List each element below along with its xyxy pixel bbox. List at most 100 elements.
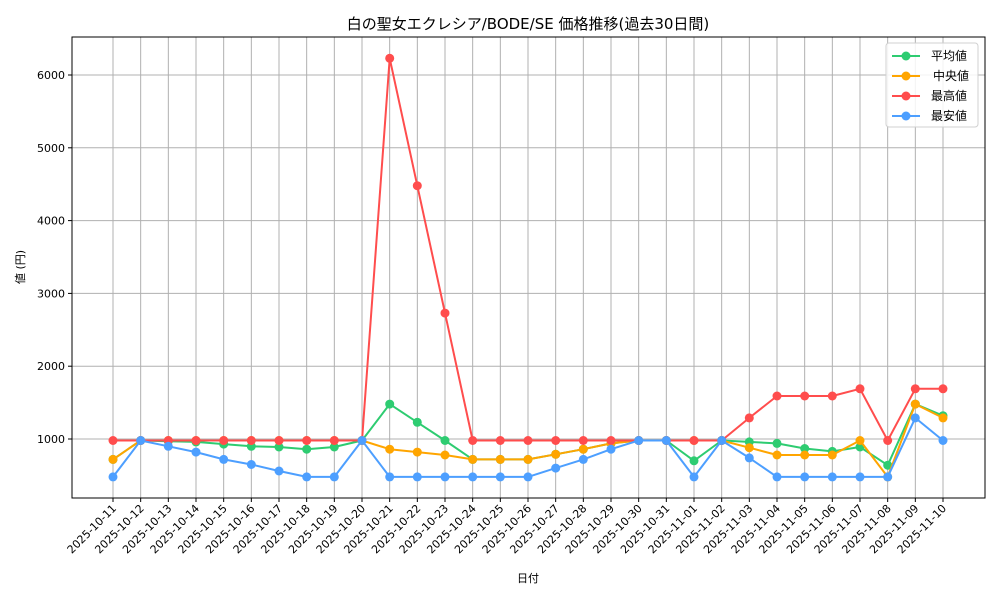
data-point [938, 384, 948, 394]
data-point [551, 463, 561, 473]
data-point [800, 472, 810, 482]
data-point [274, 436, 284, 445]
data-point [827, 391, 837, 401]
data-point [938, 436, 948, 445]
data-point [246, 436, 256, 445]
data-point [938, 413, 948, 423]
data-point [440, 308, 450, 318]
data-point [274, 466, 284, 476]
legend-item-min: 最安値 [892, 108, 967, 123]
data-point [800, 391, 810, 401]
y-tick-label: 4000 [37, 215, 65, 228]
data-point [191, 436, 201, 445]
data-point [855, 384, 865, 394]
data-point [772, 472, 782, 482]
data-point [910, 399, 920, 409]
legend-label-max: 最高値 [931, 88, 967, 103]
data-point [412, 417, 422, 427]
chart-title: 白の聖女エクレシア/BODE/SE 価格推移(過去30日間) [347, 15, 710, 33]
legend-label-median: 中央値 [933, 68, 969, 83]
data-point [440, 450, 450, 460]
data-point [440, 436, 450, 445]
data-point [108, 436, 118, 445]
legend-item-average: 平均値 [892, 48, 967, 63]
y-tick-label: 3000 [37, 287, 65, 300]
data-point [302, 444, 312, 454]
data-point [163, 441, 173, 451]
data-point [744, 453, 754, 463]
data-point [357, 436, 367, 445]
y-tick-label: 6000 [37, 69, 65, 82]
y-tick-label: 1000 [37, 433, 65, 446]
data-point [689, 456, 699, 466]
legend-marker-icon [901, 51, 911, 61]
data-point [412, 181, 422, 191]
data-point [744, 443, 754, 453]
data-point [136, 436, 146, 445]
data-point [606, 436, 616, 445]
data-point [578, 436, 588, 445]
data-point [385, 53, 395, 63]
data-point [495, 472, 505, 482]
series-最安値 [108, 413, 948, 482]
data-point [385, 472, 395, 482]
data-point [883, 436, 893, 445]
data-point [827, 472, 837, 482]
data-point [191, 447, 201, 457]
data-point [495, 454, 505, 464]
data-point [468, 454, 478, 464]
data-point [523, 436, 533, 445]
y-axis-label: 値 (円) [14, 250, 27, 284]
data-point [108, 454, 118, 464]
data-point [495, 436, 505, 445]
data-point [551, 436, 561, 445]
data-point [578, 454, 588, 464]
data-point [689, 436, 699, 445]
y-tick-label: 5000 [37, 142, 65, 155]
data-point [219, 454, 229, 464]
data-point [385, 399, 395, 409]
data-point [551, 449, 561, 459]
data-point [910, 384, 920, 394]
data-point [329, 436, 339, 445]
x-axis-label: 日付 [517, 572, 539, 585]
data-point [440, 472, 450, 482]
data-point [578, 444, 588, 454]
data-point [910, 413, 920, 423]
legend-box [885, 42, 979, 128]
y-tick-label: 2000 [37, 360, 65, 373]
legend-label-average: 平均値 [931, 48, 967, 63]
data-point [772, 450, 782, 460]
grid-lines [72, 37, 985, 498]
legend-marker-icon [901, 111, 911, 121]
data-point [689, 472, 699, 482]
series-layer [108, 53, 948, 482]
data-point [302, 436, 312, 445]
legend-marker-icon [901, 71, 911, 81]
data-point [412, 447, 422, 457]
data-point [855, 436, 865, 445]
data-point [523, 454, 533, 464]
data-point [744, 413, 754, 423]
data-point [329, 472, 339, 482]
data-point [772, 391, 782, 401]
data-point [468, 472, 478, 482]
y-axis-ticks: 1000 2000 3000 4000 5000 6000 [37, 69, 72, 446]
legend-marker-icon [901, 91, 911, 101]
data-point [800, 444, 810, 453]
data-point [772, 438, 782, 448]
data-point [468, 436, 478, 445]
data-point [800, 450, 810, 460]
legend-item-max: 最高値 [892, 88, 967, 103]
x-axis-ticks: 2025-10-112025-10-122025-10-132025-10-14… [65, 498, 949, 556]
data-point [883, 460, 893, 470]
data-point [661, 436, 671, 445]
data-point [108, 472, 118, 482]
data-point [274, 442, 284, 452]
data-point [523, 472, 533, 482]
data-point [717, 436, 727, 445]
data-point [385, 444, 395, 454]
data-point [855, 472, 865, 482]
